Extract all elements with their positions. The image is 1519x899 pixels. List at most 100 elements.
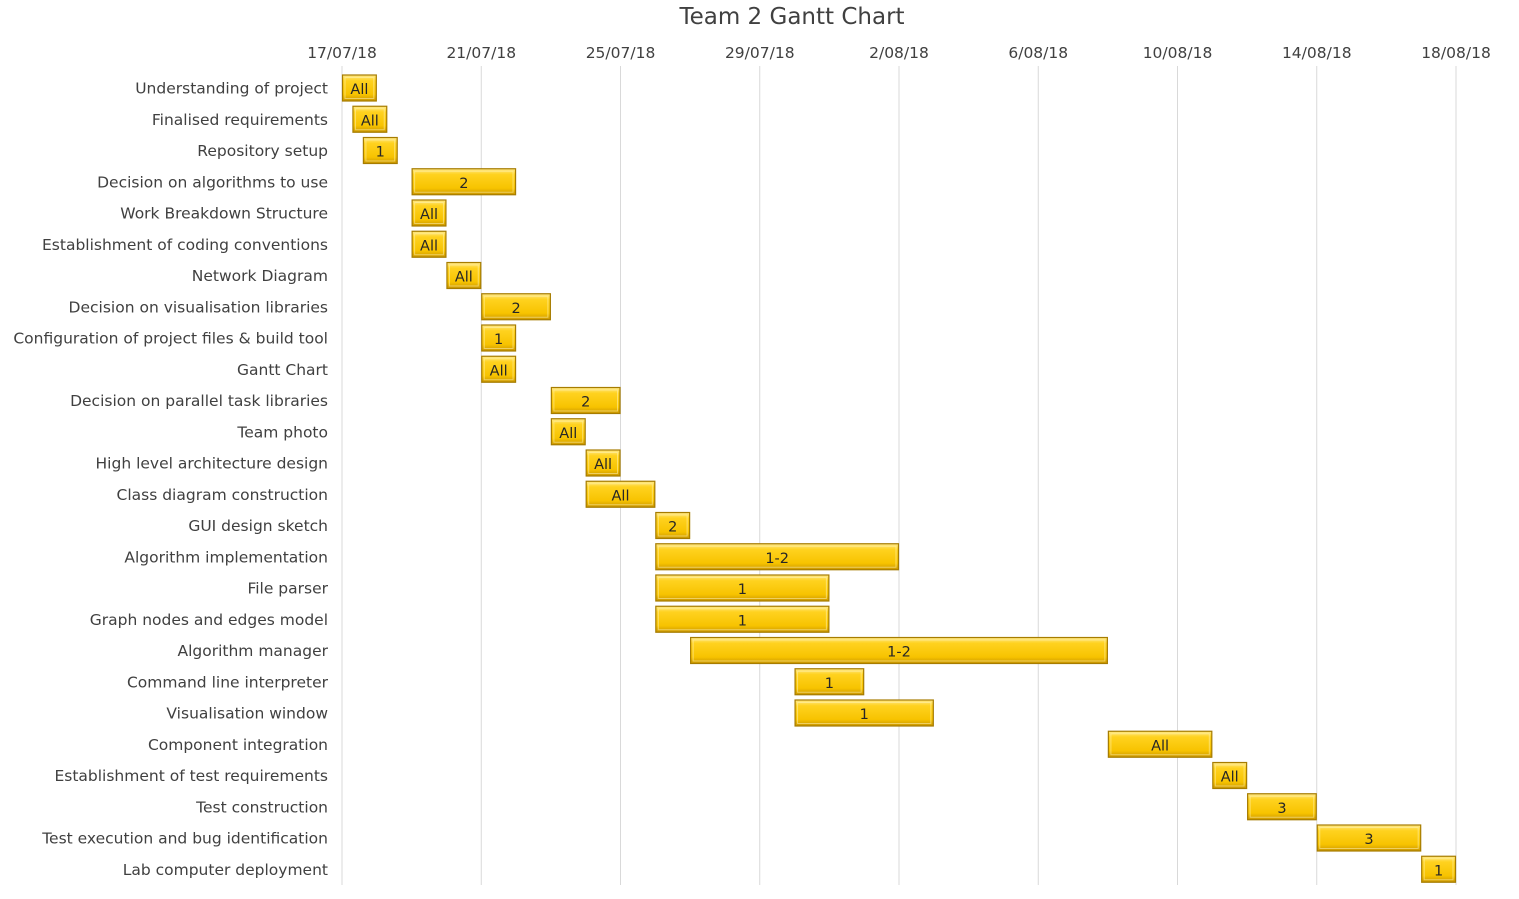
task-bar-bevel (1319, 827, 1419, 849)
task-bar-label: 2 (459, 176, 468, 192)
task-bar-bevel (657, 514, 688, 537)
task-label: Configuration of project files & build t… (13, 330, 328, 348)
task-bar (655, 605, 830, 633)
x-tick-label: 2/08/18 (869, 44, 929, 62)
task-label: Finalised requirements (152, 111, 328, 129)
task-bar-label: 1 (738, 613, 747, 629)
task-bar (550, 386, 621, 415)
task-bar-label: 1 (376, 145, 385, 161)
task-bar-bevel (1110, 733, 1210, 756)
task-bar-group: All (411, 199, 447, 227)
task-bar (585, 480, 656, 508)
task-bar-group: 2 (411, 168, 517, 196)
task-bar-bevel (365, 139, 396, 162)
x-tick-label: 14/08/18 (1282, 44, 1352, 62)
task-bar-group: 1 (655, 605, 830, 633)
x-tick-label: 29/07/18 (725, 44, 795, 62)
task-label: Establishment of test requirements (54, 767, 328, 785)
task-bar (655, 543, 900, 571)
task-bar-group: 2 (550, 386, 621, 415)
task-label: Gantt Chart (237, 361, 328, 379)
task-bar-group: 1 (481, 324, 517, 352)
task-bar-bevel (414, 170, 514, 193)
task-bar-group: 1-2 (655, 543, 900, 571)
x-tick-label: 25/07/18 (586, 44, 656, 62)
task-label: Network Diagram (192, 267, 328, 285)
task-bar-bevel (414, 233, 444, 256)
task-label: GUI design sketch (188, 517, 328, 535)
task-bar (481, 355, 517, 383)
task-bar (411, 199, 447, 227)
task-label: Repository setup (197, 142, 328, 160)
task-bar (655, 511, 691, 540)
task-bar-bevel (1214, 764, 1245, 787)
task-labels: Understanding of project Finalised requir… (13, 80, 328, 879)
task-bar-label: 1-2 (765, 551, 789, 567)
task-bar (411, 230, 447, 258)
task-bar (481, 324, 517, 352)
task-bar-label: 2 (668, 520, 677, 536)
task-bar-label: 1 (1434, 863, 1443, 879)
task-bar-label: 1 (825, 676, 834, 692)
task-bar-group: 1-2 (690, 636, 1108, 665)
task-label: File parser (247, 580, 328, 598)
task-label: High level architecture design (96, 455, 328, 473)
task-bar-label: 3 (1364, 832, 1373, 848)
task-bar-label: All (420, 238, 438, 254)
task-label: Component integration (148, 736, 328, 754)
task-label: Decision on visualisation libraries (69, 298, 328, 316)
task-bar (794, 699, 934, 727)
task-bar-label: All (455, 270, 473, 286)
task-label: Decision on algorithms to use (97, 173, 328, 191)
task-bar (411, 168, 517, 196)
task-label: Understanding of project (135, 80, 328, 98)
task-label: Team photo (236, 423, 328, 441)
task-label: Algorithm implementation (124, 548, 328, 566)
task-bar-label: All (594, 457, 612, 473)
x-tick-label: 17/07/18 (307, 44, 377, 62)
task-bar (690, 636, 1108, 665)
task-bar-label: All (490, 363, 508, 379)
x-tick-label: 18/08/18 (1421, 44, 1491, 62)
task-bar-group: All (341, 74, 377, 102)
task-bar (446, 261, 482, 290)
x-tick-label: 21/07/18 (446, 44, 516, 62)
task-bar-bevel (483, 358, 514, 381)
chart-title: Team 2 Gantt Chart (678, 4, 904, 30)
task-bar (1107, 730, 1213, 758)
task-bar-group: All (585, 480, 656, 508)
task-label: Establishment of coding conventions (42, 236, 328, 254)
task-bar (585, 449, 621, 477)
task-bar (794, 668, 865, 696)
task-bar-bevel (553, 389, 618, 412)
task-label: Work Breakdown Structure (120, 205, 328, 223)
task-bar-group: All (352, 105, 388, 133)
task-bar-label: All (361, 113, 379, 129)
task-label: Test construction (195, 798, 328, 816)
task-bar-group: 1 (362, 136, 398, 165)
task-bar-group: 3 (1247, 793, 1317, 821)
task-bar-group: All (446, 261, 482, 290)
task-bar-bevel (797, 702, 932, 724)
task-bar (1247, 793, 1317, 821)
task-bars: AllAll12AllAllAll21All2AllAllAll21-2111-… (341, 74, 1457, 883)
task-label: Command line interpreter (127, 673, 329, 691)
task-bar-bevel (692, 639, 1106, 662)
task-bar-bevel (354, 108, 385, 131)
task-bar (362, 136, 398, 165)
task-bar-group: 1 (1421, 855, 1457, 883)
task-bar-bevel (657, 608, 827, 631)
task-label: Lab computer deployment (123, 861, 328, 879)
task-bar-bevel (657, 577, 827, 599)
task-bar-bevel (344, 77, 375, 99)
task-bar-label: All (1221, 770, 1239, 786)
task-bar-bevel (588, 483, 653, 506)
task-bar-bevel (483, 295, 549, 318)
task-bar-bevel (414, 202, 444, 224)
task-bar (1421, 855, 1457, 883)
task-bar-bevel (483, 327, 514, 349)
task-bar-group: All (411, 230, 447, 258)
task-bar-bevel (448, 264, 479, 287)
